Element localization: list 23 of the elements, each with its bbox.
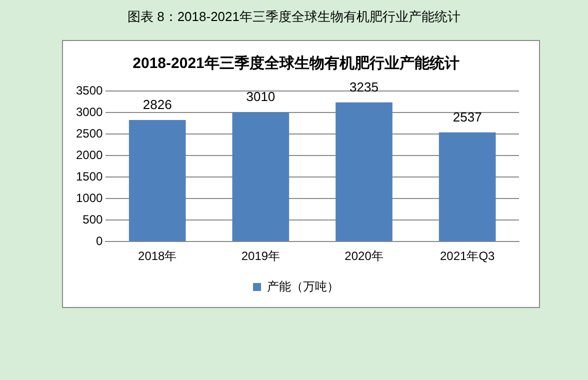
data-label: 2826: [142, 97, 172, 112]
x-tick-label: 2020年: [344, 249, 384, 264]
chart-title: 2018-2021年三季度全球生物有机肥行业产能统计: [132, 54, 460, 72]
bar: [438, 132, 496, 242]
x-tick-label: 2021年Q3: [440, 249, 496, 264]
data-label: 3235: [350, 79, 378, 94]
y-tick-label: 1000: [76, 190, 104, 205]
bar: [232, 112, 290, 242]
y-tick-label: 1500: [76, 169, 104, 184]
y-tick-label: 3000: [76, 104, 104, 119]
y-tick-label: 0: [96, 234, 104, 248]
x-tick-label: 2019年: [241, 249, 280, 264]
y-tick-label: 2000: [76, 148, 104, 162]
y-tick-label: 500: [82, 212, 104, 226]
text: 图表 8：2018-2021年三季度全球生物有机肥行业产能统计: [126, 8, 462, 26]
y-tick-label: 3500: [76, 83, 104, 98]
data-label: 3010: [246, 89, 276, 104]
legend-label: 产能（万吨）: [267, 279, 339, 294]
data-label: 2537: [452, 110, 482, 125]
y-tick-label: 2500: [76, 126, 104, 140]
bar: [128, 120, 186, 242]
x-tick-label: 2018年: [138, 249, 177, 264]
bar: [336, 102, 392, 242]
